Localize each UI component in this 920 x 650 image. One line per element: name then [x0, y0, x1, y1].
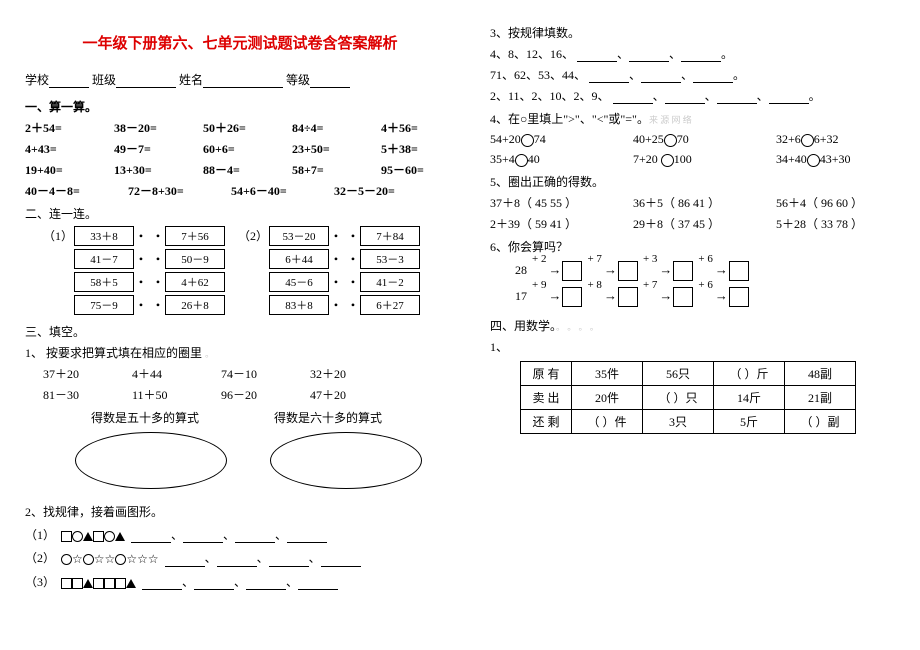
s1-row: 40－4－8= 72－8+30= 54+6－40= 32－5－20= — [25, 182, 455, 199]
s3-heading: 三、填空。 — [25, 323, 455, 340]
table-row: 还 剩 （ ）件 3只 5斤 （ ）副 — [521, 410, 856, 434]
q4-row: 54+2074 40+2570 32+66+32 — [490, 132, 920, 147]
q5-row: 37＋8（ 45 55 ） 36＋5（ 86 41 ） 56＋4（ 96 60 … — [490, 194, 920, 211]
pattern-3: （3） 、、、 — [25, 573, 455, 590]
table-row: 卖 出 20件 （ ）只 14斤 21副 — [521, 386, 856, 410]
oval-label-2: 得数是六十多的算式 — [238, 409, 418, 426]
s1-row: 4+43= 49－7= 60+6= 23+50= 5＋38= — [25, 140, 455, 157]
q3-label: 3、按规律填数。 — [490, 24, 920, 41]
oval-2 — [270, 432, 422, 489]
q6-chain-2: 17 + 9→ + 8→ + 7→ + 6→ — [515, 287, 920, 307]
q4-row: 35+440 7+20 100 34+4043+30 — [490, 152, 920, 167]
school-label: 学校 — [25, 73, 49, 87]
pattern-1: （1） 、、、 — [25, 526, 455, 543]
s3-q2-label: 2、找规律，接着画图形。 — [25, 503, 455, 520]
worksheet-title: 一年级下册第六、七单元测试题试卷含答案解析 — [25, 32, 455, 53]
s1-heading: 一、算一算。 — [25, 98, 455, 115]
s2-heading: 二、连一连。 — [25, 205, 455, 222]
pattern-2: （2） ☆☆☆☆☆☆ 、、、 — [25, 549, 455, 567]
q3-line: 4、8、12、16、 、、。 — [490, 45, 920, 62]
s1-row: 2＋54= 38－20= 50＋26= 84÷4= 4＋56= — [25, 119, 455, 136]
q5-row: 2＋39（ 59 41 ） 29＋8（ 37 45 ） 5＋28（ 33 78 … — [490, 215, 920, 232]
s3-q1-label: 1、 按要求把算式填在相应的圈里 。 — [25, 344, 455, 361]
q3-line: 71、62、53、44、 、、。 — [490, 66, 920, 83]
class-label: 班级 — [92, 73, 116, 87]
match-area: （1） 33＋8• •7＋56 （2） 53－20• •7＋84 41－7• •… — [43, 226, 455, 315]
name-label: 姓名 — [179, 73, 203, 87]
q3-line: 2、11、2、10、2、9、 、、、。 — [490, 87, 920, 104]
s3-q1-row: 81－30 11＋50 96－20 47＋20 — [43, 386, 455, 403]
oval-1 — [75, 432, 227, 489]
q4-label: 4、在○里填上">"、"<"或"="。来 源 网 络 — [490, 110, 920, 127]
s1-row: 19+40= 13+30= 88－4= 58+7= 95－60= — [25, 161, 455, 178]
q6-chain-1: 28 + 2→ + 7→ + 3→ + 6→ — [515, 261, 920, 281]
oval-label-1: 得数是五十多的算式 — [55, 409, 235, 426]
grade-label: 等级 — [286, 73, 310, 87]
table-row: 原 有 35件 56只 （ ）斤 48副 — [521, 362, 856, 386]
s4-heading: 四、用数学。。 。 。 。 — [490, 317, 920, 334]
data-table: 原 有 35件 56只 （ ）斤 48副 卖 出 20件 （ ）只 14斤 21… — [520, 361, 856, 434]
s3-q1-row: 37＋20 4＋44 74－10 32＋20 — [43, 365, 455, 382]
s4-q1: 1、 — [490, 338, 920, 355]
student-info: 学校 班级 姓名 等级 — [25, 71, 455, 88]
q5-label: 5、圈出正确的得数。 — [490, 173, 920, 190]
